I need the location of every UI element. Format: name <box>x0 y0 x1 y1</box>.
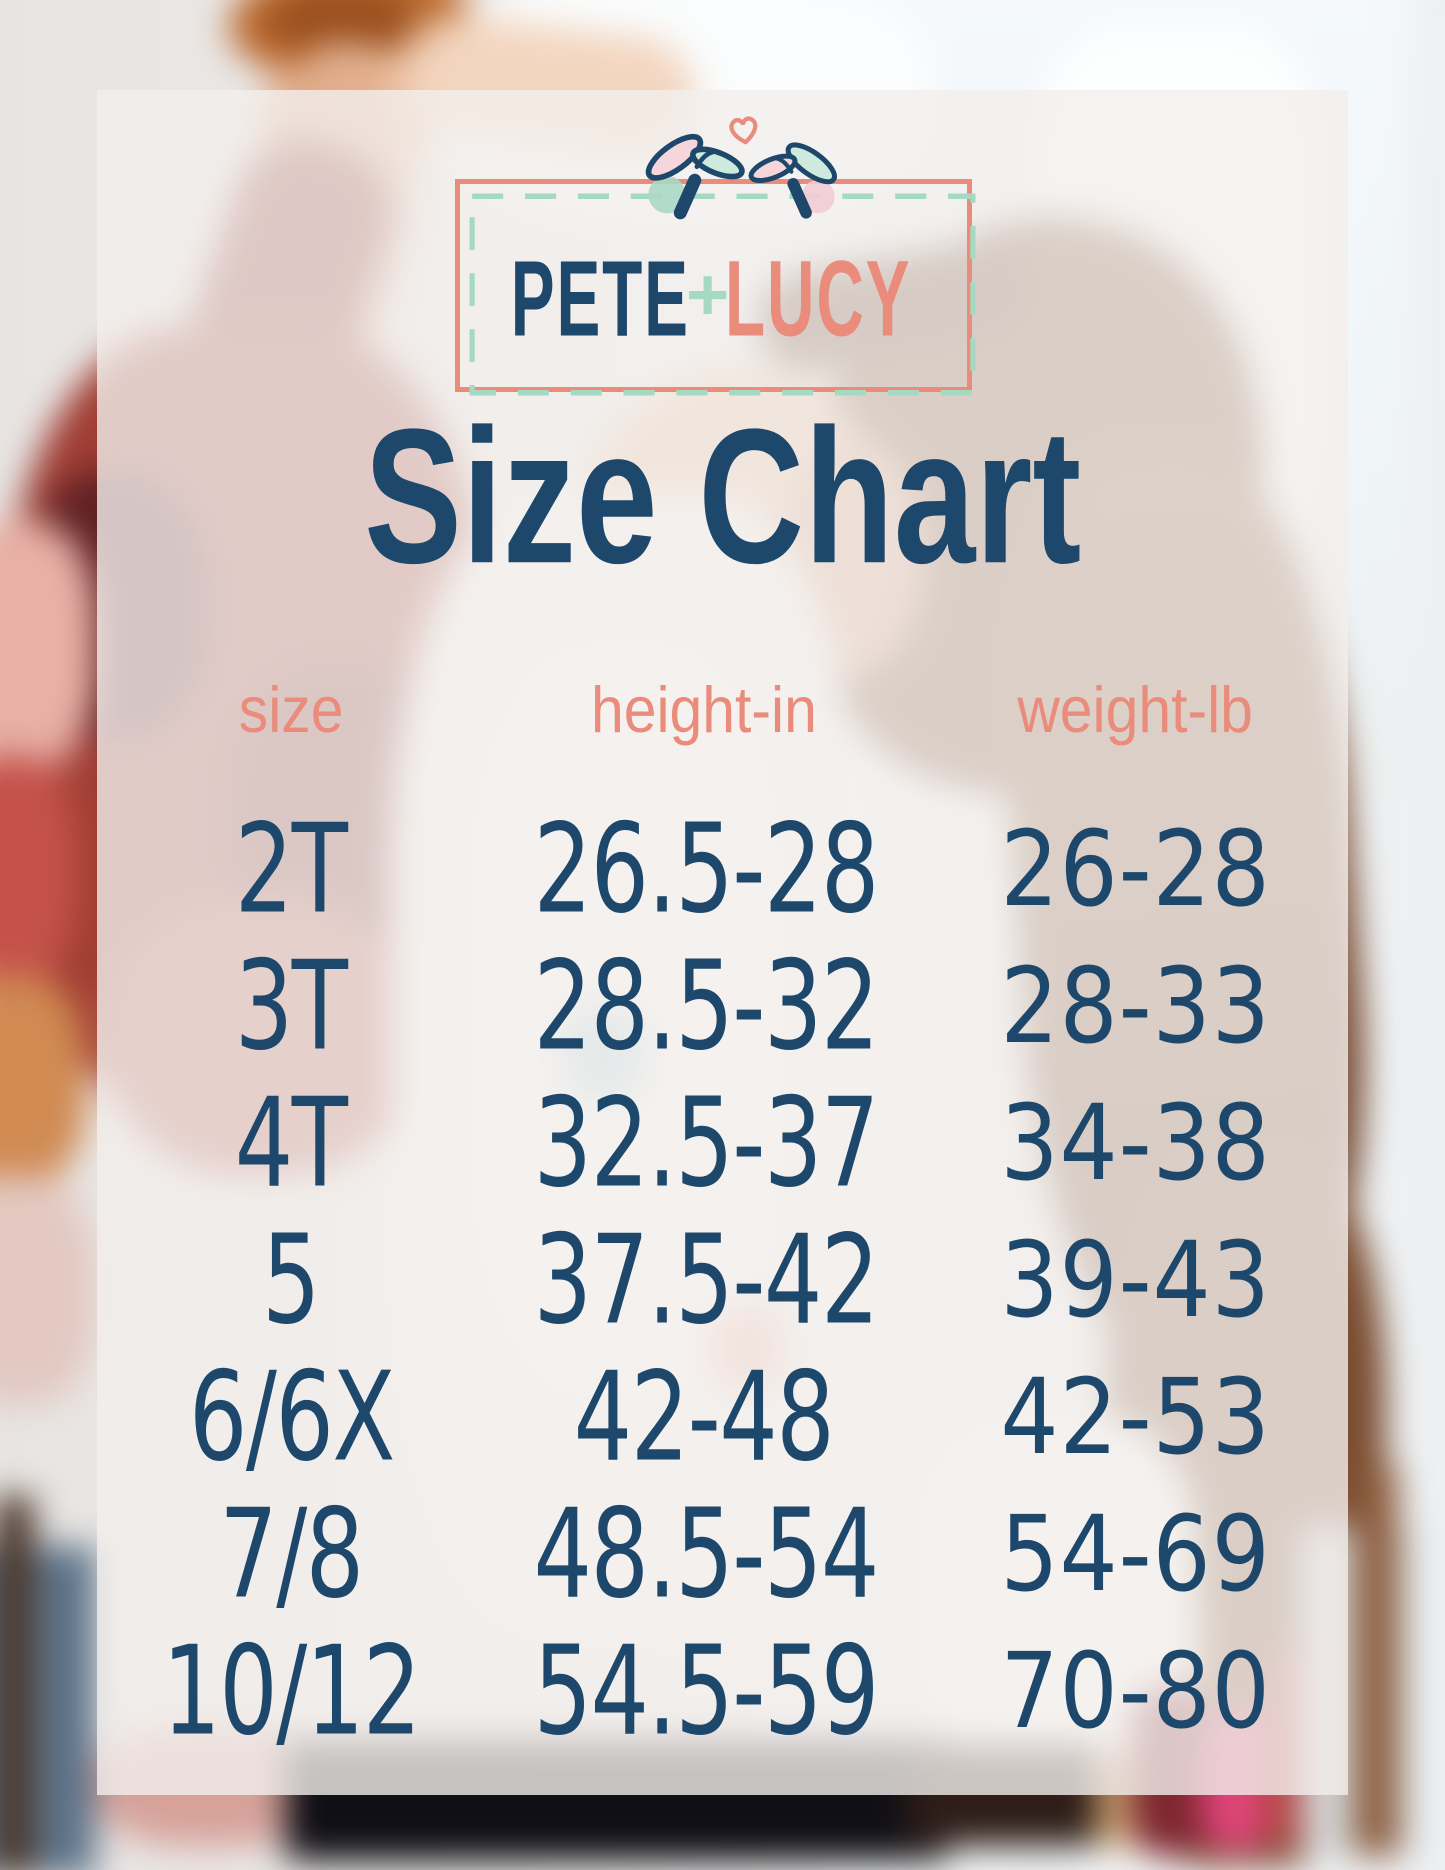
brand-logo-box: PETE + LUCY <box>455 179 976 396</box>
table-row: 7/8 48.5-54 54-69 <box>97 1485 1348 1622</box>
size-table: size height-in weight-lb 2T 26.5-28 26-2… <box>97 650 1348 1759</box>
weight-value: 34-38 <box>1000 1081 1271 1204</box>
table-row: 4T 32.5-37 34-38 <box>97 1074 1348 1211</box>
overlay-panel: PETE + LUCY <box>97 90 1348 1795</box>
size-value: 2T <box>235 796 348 941</box>
table-row: 2T 26.5-28 26-28 <box>97 800 1348 937</box>
weight-value: 54-69 <box>1000 1492 1271 1615</box>
plus-icon: + <box>686 252 730 336</box>
size-value: 3T <box>235 933 348 1078</box>
page-title: Size Chart <box>363 388 1082 604</box>
size-value: 7/8 <box>219 1481 364 1626</box>
weight-value: 42-53 <box>1000 1355 1271 1478</box>
height-value: 28.5-32 <box>533 933 879 1078</box>
weight-value: 26-28 <box>1000 807 1271 930</box>
column-header-size: size <box>238 673 344 747</box>
table-row: 3T 28.5-32 28-33 <box>97 937 1348 1074</box>
height-value: 48.5-54 <box>533 1481 879 1626</box>
brand-wordmark: PETE + LUCY <box>401 238 1026 359</box>
table-header-row: size height-in weight-lb <box>97 650 1348 770</box>
column-header-height: height-in <box>590 673 817 747</box>
size-value: 6/6X <box>188 1344 395 1489</box>
table-row: 5 37.5-42 39-43 <box>97 1211 1348 1348</box>
brand-name-lucy: LUCY <box>725 238 912 359</box>
height-value: 54.5-59 <box>533 1618 879 1763</box>
heart-icon <box>729 116 758 145</box>
height-value: 32.5-37 <box>533 1070 879 1215</box>
brand-name-pete: PETE <box>510 238 691 359</box>
height-value: 42-48 <box>573 1344 835 1489</box>
logo-icons <box>639 114 949 239</box>
column-header-weight: weight-lb <box>1017 673 1254 747</box>
height-value: 26.5-28 <box>533 796 879 941</box>
weight-value: 39-43 <box>1000 1218 1271 1341</box>
height-value: 37.5-42 <box>533 1207 879 1352</box>
size-value: 10/12 <box>162 1618 421 1763</box>
weight-value: 28-33 <box>1000 944 1271 1067</box>
table-row: 6/6X 42-48 42-53 <box>97 1348 1348 1485</box>
weight-value: 70-80 <box>1000 1629 1271 1752</box>
size-value: 5 <box>262 1207 321 1352</box>
table-row: 10/12 54.5-59 70-80 <box>97 1622 1348 1759</box>
size-value: 4T <box>235 1070 348 1215</box>
